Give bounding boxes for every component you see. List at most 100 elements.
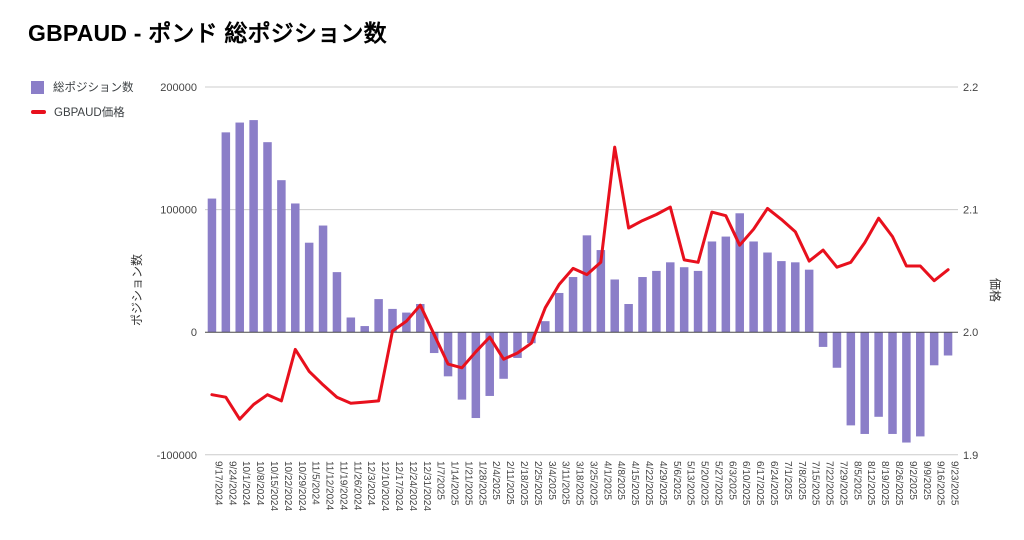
position-bar[interactable] <box>638 277 647 333</box>
position-bar[interactable] <box>568 277 578 333</box>
x-axis-date-label: 7/1/2025 <box>782 461 793 500</box>
x-axis-date-label: 12/24/2024 <box>407 461 418 511</box>
position-bar[interactable] <box>804 269 814 333</box>
x-axis-date-label: 11/19/2024 <box>337 461 348 511</box>
x-axis-date-label: 7/15/2025 <box>810 461 821 506</box>
x-axis-date-label: 4/29/2025 <box>657 461 668 506</box>
x-axis-date-label: 7/22/2025 <box>824 461 835 506</box>
x-axis-date-label: 2/11/2025 <box>504 461 515 505</box>
x-axis-date-label: 8/26/2025 <box>893 461 904 506</box>
position-bar[interactable] <box>291 203 300 333</box>
x-axis-date-label: 6/17/2025 <box>754 461 765 506</box>
x-axis-date-label: 12/31/2024 <box>421 461 432 511</box>
position-bar[interactable] <box>471 332 481 419</box>
x-axis-date-label: 4/15/2025 <box>629 461 640 506</box>
right-axis-tick-label: 2.0 <box>963 327 978 339</box>
position-bar[interactable] <box>416 304 425 333</box>
position-bar[interactable] <box>443 332 453 377</box>
x-axis-date-label: 3/4/2025 <box>546 461 557 500</box>
position-bar[interactable] <box>902 332 911 443</box>
x-axis-date-label: 8/19/2025 <box>879 461 890 506</box>
x-axis-date-label: 11/26/2024 <box>351 461 362 511</box>
position-bar[interactable] <box>763 252 772 333</box>
x-axis-date-label: 1/28/2025 <box>476 461 487 506</box>
x-axis-date-label: 5/6/2025 <box>671 461 682 500</box>
x-axis-date-label: 4/1/2025 <box>601 461 612 500</box>
x-axis-date-label: 12/17/2024 <box>393 461 404 511</box>
x-axis-date-label: 3/11/2025 <box>560 461 571 505</box>
position-bar[interactable] <box>235 122 244 333</box>
position-bar[interactable] <box>846 332 856 426</box>
x-axis-date-label: 4/22/2025 <box>643 461 654 506</box>
x-axis-date-label: 1/14/2025 <box>449 461 460 506</box>
x-axis-date-label: 5/20/2025 <box>699 461 710 506</box>
position-bar[interactable] <box>304 242 314 333</box>
position-bar[interactable] <box>888 332 897 434</box>
position-bar[interactable] <box>485 332 494 396</box>
position-bar[interactable] <box>277 180 286 333</box>
legend-label-price: GBPAUD価格 <box>54 107 125 119</box>
position-bar[interactable] <box>582 235 592 333</box>
position-bar[interactable] <box>791 262 800 333</box>
x-axis-date-label: 9/24/2024 <box>226 461 237 506</box>
position-bar[interactable] <box>346 317 356 333</box>
x-axis-date-label: 10/8/2024 <box>254 461 265 506</box>
x-axis-date-label: 1/7/2025 <box>435 461 446 500</box>
x-axis-date-label: 9/16/2025 <box>935 461 946 506</box>
left-axis-title: ポジション数 <box>129 254 144 326</box>
position-bar[interactable] <box>860 332 869 434</box>
x-axis-date-label: 9/2/2025 <box>907 461 918 500</box>
x-axis-date-label: 10/22/2024 <box>282 461 293 511</box>
bar-series-swatch-icon <box>31 80 44 94</box>
position-bar[interactable] <box>318 225 328 333</box>
position-bar[interactable] <box>610 279 619 333</box>
position-bar[interactable] <box>874 332 883 417</box>
position-bar[interactable] <box>666 262 675 333</box>
position-bar[interactable] <box>596 250 606 333</box>
position-bar[interactable] <box>679 267 689 333</box>
position-bar[interactable] <box>374 299 383 333</box>
right-axis-title: 価格 <box>988 278 1003 302</box>
position-bar[interactable] <box>916 332 925 437</box>
position-bar[interactable] <box>707 241 717 333</box>
x-axis-date-label: 8/5/2025 <box>851 461 862 500</box>
position-bar[interactable] <box>388 308 397 333</box>
x-axis-date-label: 4/8/2025 <box>615 461 626 500</box>
x-axis-date-label: 2/18/2025 <box>518 461 529 506</box>
position-bar[interactable] <box>360 326 369 333</box>
position-bar[interactable] <box>693 270 703 333</box>
position-bar[interactable] <box>652 270 661 333</box>
position-bar[interactable] <box>207 198 217 333</box>
x-axis-date-label: 6/24/2025 <box>768 461 779 506</box>
position-bar[interactable] <box>818 332 828 347</box>
position-bar[interactable] <box>777 261 786 333</box>
x-axis-date-label: 9/17/2024 <box>212 461 223 506</box>
price-line[interactable] <box>210 145 950 421</box>
x-axis-date-label: 10/29/2024 <box>296 461 307 511</box>
position-bar[interactable] <box>721 236 731 333</box>
x-axis-date-label: 5/27/2025 <box>712 461 723 506</box>
position-bar[interactable] <box>249 120 258 333</box>
x-axis-date-label: 10/15/2024 <box>268 461 279 511</box>
chart-title: GBPAUD - ポンド 総ポジション数 <box>28 20 387 46</box>
position-bar[interactable] <box>499 332 508 379</box>
position-bar[interactable] <box>221 132 231 333</box>
position-bar[interactable] <box>513 332 522 358</box>
position-bar[interactable] <box>943 332 953 356</box>
left-axis-tick-label: 100000 <box>160 205 197 217</box>
position-bar[interactable] <box>332 272 342 333</box>
left-axis-tick-label: -100000 <box>157 450 197 462</box>
position-bar[interactable] <box>429 332 439 354</box>
position-bar[interactable] <box>527 332 536 344</box>
position-bar[interactable] <box>929 332 939 366</box>
x-axis-date-label: 8/12/2025 <box>865 461 876 506</box>
position-bar[interactable] <box>263 142 272 333</box>
position-bar[interactable] <box>735 213 744 333</box>
x-axis-date-label: 10/1/2024 <box>240 461 251 506</box>
position-bar[interactable] <box>749 241 758 333</box>
position-bar[interactable] <box>624 304 633 333</box>
position-bar[interactable] <box>541 321 550 333</box>
position-bar[interactable] <box>832 332 842 368</box>
position-bar[interactable] <box>554 292 564 333</box>
